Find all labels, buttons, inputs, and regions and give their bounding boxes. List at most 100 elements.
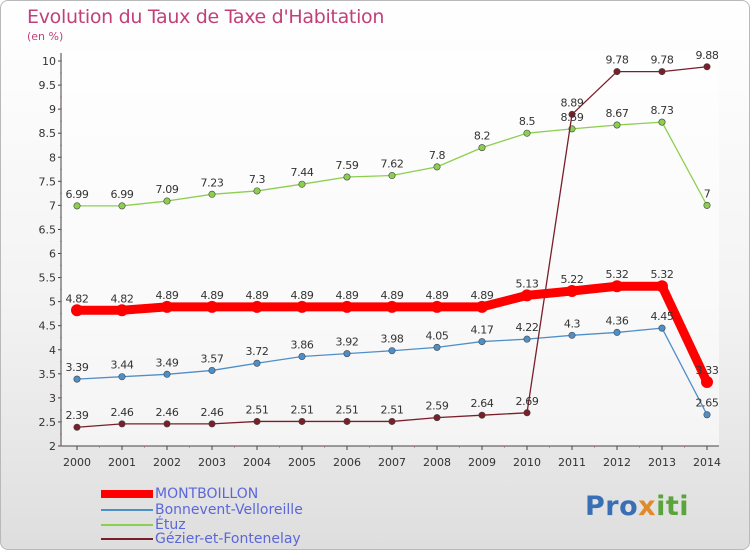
- data-label: 4.36: [606, 314, 629, 327]
- x-tick-label: 2001: [108, 456, 136, 469]
- data-point: [568, 331, 576, 339]
- data-label: 2.51: [246, 403, 269, 416]
- y-tick-label: 7.5: [39, 175, 57, 188]
- x-tick-label: 2002: [153, 456, 181, 469]
- logo-part-1: Pro: [585, 491, 639, 522]
- data-label: 2.64: [471, 397, 494, 410]
- data-point: [658, 68, 666, 76]
- legend-label: Étuz: [155, 517, 186, 533]
- data-point: [433, 414, 441, 422]
- data-label: 2.51: [336, 403, 359, 416]
- data-label: 3.44: [111, 359, 134, 372]
- data-label: 4.89: [381, 289, 404, 302]
- legend-item: Bonnevent-Velloreille: [101, 502, 303, 518]
- plot-area: [61, 53, 719, 446]
- data-point: [71, 304, 83, 317]
- data-point: [568, 110, 576, 118]
- data-point: [613, 328, 621, 336]
- data-label: 9.78: [651, 54, 674, 67]
- data-point: [253, 359, 261, 367]
- data-label: 4.89: [156, 289, 179, 302]
- y-tick-label: 2: [49, 440, 56, 453]
- data-label: 4.82: [111, 292, 134, 305]
- data-point: [613, 121, 621, 129]
- data-label: 6.99: [66, 188, 89, 201]
- x-tick-label: 2004: [243, 456, 271, 469]
- y-tick-label: 8: [49, 151, 56, 164]
- y-tick-label: 10: [42, 55, 56, 68]
- logo-part-3: iti: [656, 491, 689, 522]
- data-point: [163, 197, 171, 205]
- data-label: 4.89: [201, 289, 224, 302]
- data-point: [253, 187, 261, 195]
- x-tick-label: 2011: [558, 456, 586, 469]
- data-point: [341, 300, 353, 313]
- legend-swatch: [101, 524, 153, 526]
- data-point: [298, 352, 306, 360]
- data-label: 4.3: [564, 317, 581, 330]
- data-point: [298, 417, 306, 425]
- data-point: [343, 417, 351, 425]
- y-tick-label: 3: [49, 392, 56, 405]
- data-point: [388, 417, 396, 425]
- data-label: 2.46: [111, 406, 134, 419]
- data-label: 2.51: [381, 403, 404, 416]
- data-label: 2.69: [516, 395, 539, 408]
- data-label: 4.89: [246, 289, 269, 302]
- x-tick-label: 2005: [288, 456, 316, 469]
- data-point: [613, 68, 621, 76]
- y-tick-label: 4.5: [39, 320, 57, 333]
- data-point: [703, 63, 711, 71]
- data-label: 5.32: [606, 268, 629, 281]
- data-point: [433, 163, 441, 171]
- legend-label: Gézier-et-Fontenelay: [155, 531, 301, 547]
- x-tick-label: 2009: [468, 456, 496, 469]
- data-label: 2.46: [201, 406, 224, 419]
- data-label: 3.33: [696, 364, 719, 377]
- data-label: 4.22: [516, 321, 539, 334]
- data-label: 4.05: [426, 329, 449, 342]
- data-point: [298, 180, 306, 188]
- data-point: [118, 202, 126, 210]
- data-label: 3.86: [291, 338, 314, 351]
- legend-swatch: [101, 509, 153, 511]
- data-point: [703, 411, 711, 419]
- x-tick-label: 2000: [63, 456, 91, 469]
- data-point: [658, 118, 666, 126]
- x-tick-label: 2012: [603, 456, 631, 469]
- data-point: [343, 173, 351, 181]
- legend-item: Gézier-et-Fontenelay: [101, 531, 301, 547]
- unit-label: (en %): [27, 30, 64, 43]
- data-point: [296, 300, 308, 313]
- x-tick-label: 2006: [333, 456, 361, 469]
- x-tick-label: 2013: [648, 456, 676, 469]
- data-point: [566, 285, 578, 298]
- logo-part-2: x: [638, 491, 657, 522]
- data-point: [208, 366, 216, 374]
- legend-item: MONTBOILLON: [101, 486, 258, 502]
- data-label: 4.89: [471, 289, 494, 302]
- data-label: 8.89: [561, 96, 584, 109]
- data-label: 4.45: [651, 310, 674, 323]
- legend-item: Étuz: [101, 517, 186, 533]
- data-label: 7.59: [336, 159, 359, 172]
- y-tick-label: 3.5: [39, 368, 57, 381]
- y-tick-label: 5.5: [39, 272, 57, 285]
- data-label: 3.92: [336, 336, 359, 349]
- data-label: 8.67: [606, 107, 629, 120]
- y-tick-label: 4: [49, 344, 56, 357]
- x-tick-label: 2007: [378, 456, 406, 469]
- data-label: 7.8: [429, 149, 446, 162]
- y-tick-label: 7: [49, 199, 56, 212]
- y-tick-label: 2.5: [39, 416, 57, 429]
- data-point: [73, 202, 81, 210]
- x-tick-label: 2014: [693, 456, 721, 469]
- data-point: [206, 300, 218, 313]
- data-point: [73, 423, 81, 431]
- legend-label: MONTBOILLON: [155, 486, 259, 502]
- data-label: 4.89: [426, 289, 449, 302]
- data-point: [476, 300, 488, 313]
- data-label: 3.72: [246, 345, 269, 358]
- data-point: [163, 370, 171, 378]
